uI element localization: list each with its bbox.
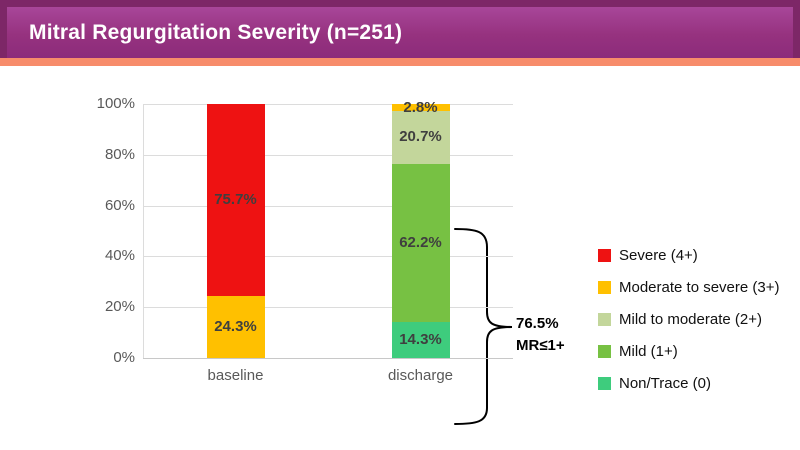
legend-item: Severe (4+) [598,247,780,264]
bar-value-label: 62.2% [399,233,442,251]
gridline [143,307,513,309]
legend-swatch [598,377,611,390]
gridline [143,154,513,156]
annotation-mr-le-1: 76.5% MR≤1+ [516,313,565,357]
accent-stripe [0,58,800,66]
y-axis-tick-label: 60% [104,196,135,214]
y-axis-tick-label: 20% [104,298,135,316]
gridline [143,205,513,207]
bar-segment [391,321,450,358]
gridline [143,358,513,359]
legend-item: Moderate to severe (3+) [598,279,780,296]
legend-label: Moderate to severe (3+) [619,279,780,296]
page-title: Mitral Regurgitation Severity (n=251) [29,20,403,44]
annotation-line1: 76.5% [516,315,559,332]
legend-swatch [598,281,611,294]
y-axis-line [143,104,144,358]
category-label: discharge [387,367,454,384]
bar-segment [391,104,450,112]
bar-segment [206,104,265,297]
bar-segment [206,296,265,358]
y-axis-tick-label: 80% [104,145,135,163]
bar-value-label: 14.3% [399,330,442,348]
bar-segment [391,163,450,322]
header-bar: Mitral Regurgitation Severity (n=251) [0,0,800,58]
bar-segment [391,111,450,164]
y-axis-tick-label: 0% [113,349,135,366]
stacked-bar-chart: 76.5% MR≤1+ Severe (4+) Moderate to sever… [0,66,800,425]
legend-swatch [598,249,611,262]
bracket-brace [454,228,513,425]
bar-value-label: 20.7% [399,128,442,146]
legend-item: Mild (1+) [598,343,780,360]
gridline [143,256,513,258]
header-bar-inner: Mitral Regurgitation Severity (n=251) [7,7,793,58]
footer: 2024 PCR london valves Hellhammer K. [..… [0,400,800,450]
legend-item: Mild to moderate (2+) [598,311,780,328]
bar-value-label: 2.8% [403,98,438,116]
legend-label: Non/Trace (0) [619,375,711,392]
legend-swatch [598,345,611,358]
bar-value-label: 24.3% [214,318,257,336]
bar-value-label: 75.7% [214,191,257,209]
legend-label: Severe (4+) [619,247,698,264]
y-axis-tick-label: 40% [104,247,135,265]
legend-swatch [598,313,611,326]
legend-item: Non/Trace (0) [598,375,780,392]
legend-label: Mild to moderate (2+) [619,311,762,328]
chart-legend: Severe (4+) Moderate to severe (3+) Mild t… [598,247,780,407]
annotation-line2: MR≤1+ [516,337,565,354]
gridline [143,104,513,105]
category-label: baseline [207,367,264,384]
legend-label: Mild (1+) [619,343,678,360]
y-axis-tick-label: 100% [96,95,135,112]
